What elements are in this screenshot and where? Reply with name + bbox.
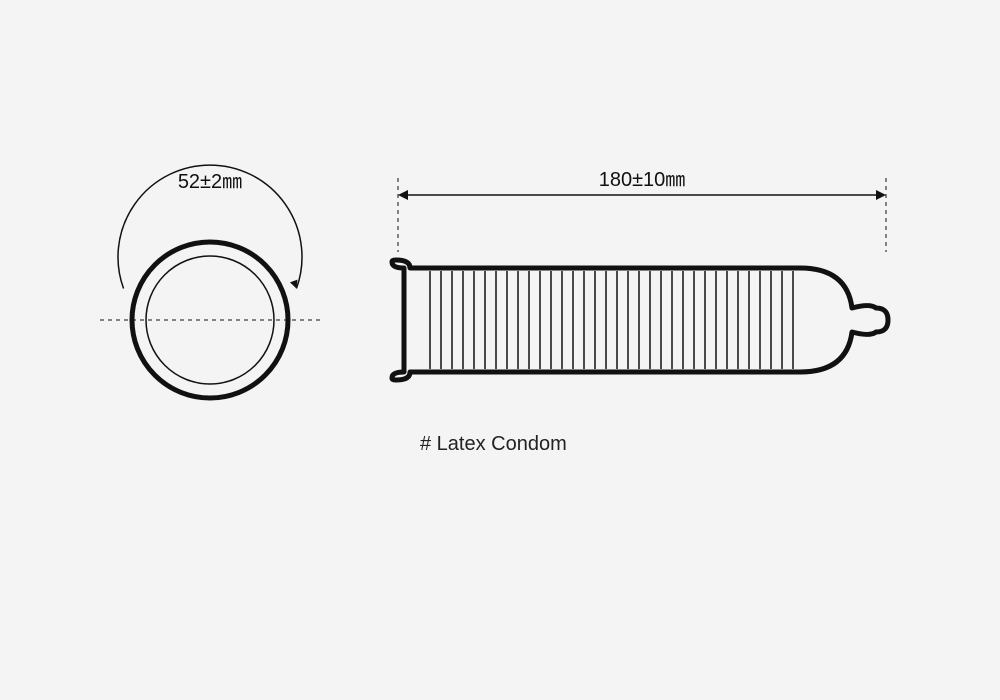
width-dim-label: 52±2㎜: [178, 171, 242, 193]
spec-diagram: 52±2㎜ 180±10㎜ # Latex Condom: [0, 0, 1000, 700]
product-label: # Latex Condom: [420, 433, 567, 455]
length-dim-label: 180±10㎜: [599, 169, 686, 191]
